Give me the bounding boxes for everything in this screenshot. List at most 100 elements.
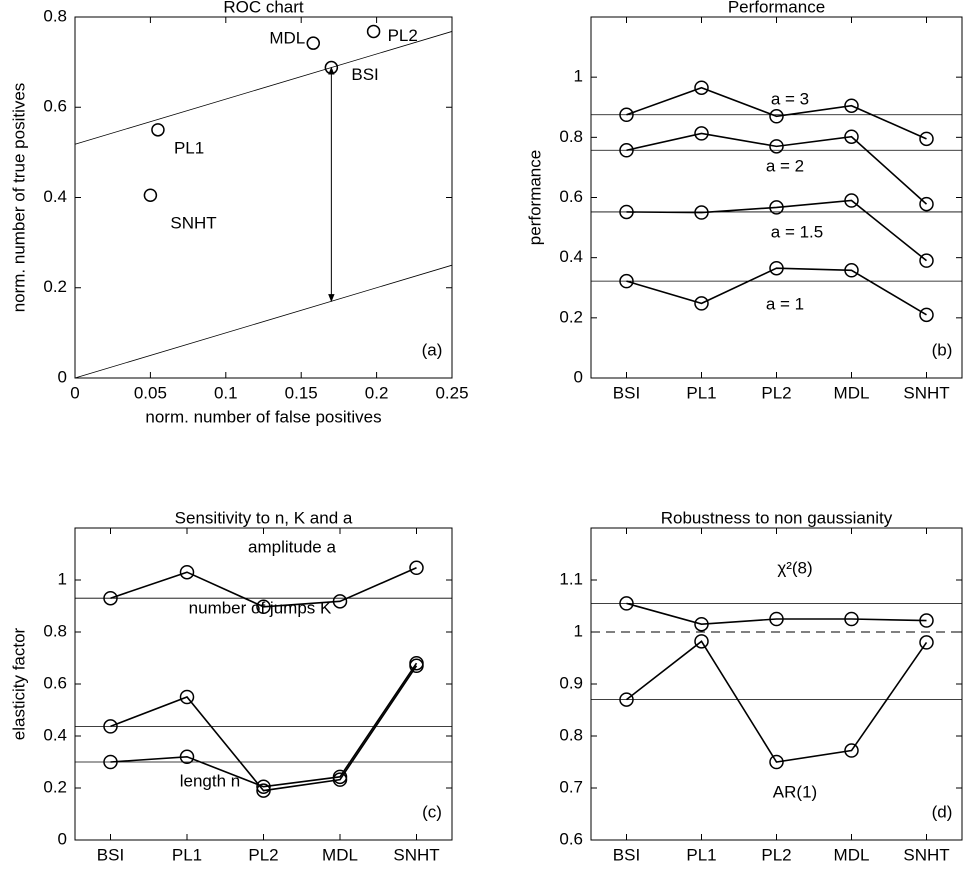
series-label: number of jumps K: [189, 598, 332, 617]
x-tick-label: 0.2: [365, 383, 389, 402]
x-tick-label: MDL: [322, 845, 358, 864]
panel-label: (c): [422, 802, 442, 821]
series-label: length n: [180, 771, 241, 790]
point: [619, 143, 634, 158]
y-tick-label: 0.6: [559, 187, 583, 206]
x-tick-label: 0.25: [435, 383, 468, 402]
y-tick-label: 1: [574, 621, 583, 640]
y-tick-label: 0.8: [43, 6, 67, 25]
series-line: [626, 640, 928, 763]
point: [179, 689, 195, 705]
y-tick-label: 0.4: [559, 247, 583, 266]
point: [844, 193, 859, 208]
series-line: [110, 567, 417, 608]
point: [324, 60, 339, 75]
axes-box: [74, 16, 453, 379]
x-tick-label: 0: [70, 383, 79, 402]
x-tick-label: PL1: [172, 845, 202, 864]
point: [844, 743, 859, 758]
point: [103, 719, 118, 734]
point: [769, 109, 784, 124]
series-label: a = 2: [766, 156, 804, 175]
point: [694, 80, 709, 95]
x-tick-label: SNHT: [393, 845, 439, 864]
y-axis-label: performance: [525, 150, 544, 245]
point: [919, 131, 934, 147]
y-tick-label: 0.4: [43, 725, 67, 744]
chart-title: Performance: [728, 0, 825, 16]
series-line: [110, 665, 418, 792]
y-tick-label: 0.8: [559, 725, 583, 744]
y-tick-label: 0: [574, 367, 583, 386]
point: [103, 754, 118, 770]
x-tick-label: PL1: [686, 845, 716, 864]
series-label: a = 3: [771, 89, 809, 108]
x-tick-label: BSI: [613, 845, 640, 864]
x-tick-label: SNHT: [903, 845, 949, 864]
reference-line: [74, 31, 453, 145]
y-tick-label: 0.8: [43, 621, 67, 640]
series-label: a = 1: [766, 294, 804, 313]
y-axis-label: norm. number of true positives: [9, 83, 28, 313]
point: [332, 769, 348, 785]
point: [143, 188, 158, 202]
y-tick-label: 0.6: [559, 829, 583, 848]
point: [769, 611, 784, 627]
point: [409, 655, 424, 671]
point-label: BSI: [351, 65, 378, 84]
y-tick-label: 0: [58, 367, 67, 386]
chart-title: Sensitivity to n, K and a: [175, 508, 353, 527]
point: [844, 129, 859, 144]
axes-box: [590, 16, 963, 379]
point: [256, 599, 271, 615]
point: [919, 253, 934, 268]
x-tick-label: BSI: [613, 383, 640, 402]
point: [769, 139, 784, 154]
point: [619, 692, 634, 707]
point: [332, 594, 348, 609]
point: [769, 260, 784, 276]
point: [151, 123, 165, 137]
point: [179, 564, 195, 580]
chart-title: ROC chart: [223, 0, 304, 16]
point: [844, 98, 859, 113]
point-label: SNHT: [170, 214, 216, 233]
x-tick-label: PL1: [686, 383, 716, 402]
y-tick-label: 0.6: [43, 673, 67, 692]
point: [619, 204, 634, 220]
series-label: a = 1.5: [771, 222, 823, 241]
point-label: PL1: [174, 138, 204, 157]
x-axis-label: norm. number of false positives: [145, 407, 381, 426]
point: [256, 783, 271, 798]
point: [103, 590, 118, 606]
x-tick-label: 0.05: [134, 383, 167, 402]
y-tick-label: 0.2: [43, 277, 67, 296]
y-tick-label: 0.7: [559, 777, 583, 796]
y-tick-label: 0.8: [559, 127, 583, 146]
series-line: [626, 199, 928, 262]
series-label: AR(1): [773, 782, 817, 801]
y-tick-label: 1: [58, 569, 67, 588]
point: [619, 596, 634, 611]
point: [619, 107, 634, 123]
y-tick-label: 0.2: [559, 307, 583, 326]
y-tick-label: 0.2: [43, 777, 67, 796]
y-tick-label: 0.6: [43, 97, 67, 116]
point: [844, 263, 859, 278]
point: [366, 24, 381, 39]
x-tick-label: 0.15: [285, 383, 318, 402]
y-tick-label: 0.4: [43, 187, 67, 206]
point: [844, 611, 859, 627]
panel-label: (a): [422, 340, 443, 359]
panel-label: (d): [932, 802, 953, 821]
point: [694, 126, 709, 141]
x-tick-label: MDL: [834, 845, 870, 864]
y-tick-label: 0: [58, 829, 67, 848]
y-tick-label: 0.9: [559, 673, 583, 692]
y-tick-label: 1: [574, 67, 583, 86]
reference-line: [74, 264, 453, 379]
point: [694, 205, 709, 220]
point: [919, 635, 934, 650]
point: [256, 779, 271, 794]
